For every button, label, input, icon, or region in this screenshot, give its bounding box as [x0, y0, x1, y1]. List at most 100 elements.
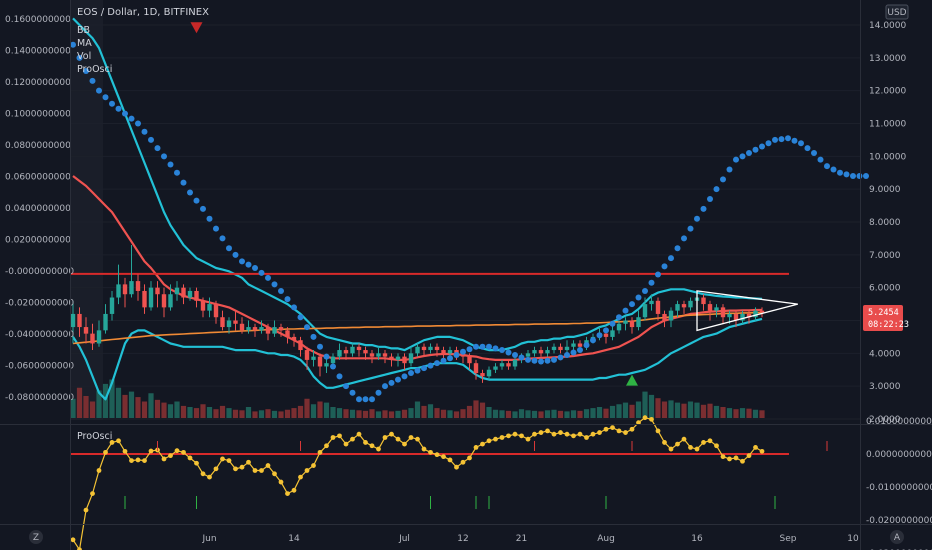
candle-body — [265, 327, 271, 334]
bottom-left-zoom-button[interactable]: Z — [29, 530, 43, 544]
currency-button[interactable]: USD — [885, 4, 909, 20]
volume-bar — [590, 408, 596, 418]
osci-pane-label: ProOsci — [77, 431, 112, 442]
left-axis-tick: 0.1600000000 — [5, 15, 71, 25]
candle-body — [324, 363, 329, 367]
right-price-tick: 7.0000 — [869, 251, 901, 261]
osci-axis-tick: 0.0000000000 — [866, 450, 932, 460]
osci-dot — [746, 453, 752, 459]
candle-body — [116, 284, 121, 298]
volume-bar — [434, 408, 440, 418]
candle-body — [629, 320, 635, 328]
volume-bar — [726, 408, 733, 418]
osci-dot — [545, 428, 550, 434]
volume-bar — [681, 403, 687, 418]
blue-dot — [616, 314, 622, 321]
osci-dot — [330, 435, 336, 440]
blue-dot-series — [70, 41, 869, 403]
volume-bar — [460, 409, 466, 418]
volume-bar — [278, 411, 284, 418]
volume-bar — [694, 402, 700, 418]
candle-body — [454, 350, 459, 354]
osci-dot — [714, 443, 719, 449]
osci-dot — [642, 415, 648, 421]
blue-dot — [518, 354, 525, 361]
blue-dot — [570, 349, 577, 356]
osci-dot — [252, 468, 258, 473]
volume-bar — [83, 396, 89, 418]
blue-dot — [661, 263, 668, 270]
candle-body — [681, 304, 687, 308]
volume-bar — [707, 403, 713, 418]
blue-dot — [148, 136, 154, 143]
candle-body — [428, 346, 433, 351]
volume-bar — [687, 401, 694, 418]
volume-bar — [271, 410, 278, 418]
left-axis-tick: -0.0800000000 — [5, 393, 74, 403]
blue-dot — [733, 156, 739, 163]
volume-bar — [252, 411, 258, 418]
osci-dot — [447, 457, 453, 463]
left-axis-tick: -0.0400000000 — [5, 330, 74, 340]
osci-dot — [265, 463, 271, 468]
volume-bar — [226, 408, 232, 418]
candle-body — [421, 346, 427, 351]
volume-bar — [297, 405, 304, 418]
osci-dot — [168, 453, 173, 459]
volume-bar — [369, 409, 375, 418]
blue-dot — [473, 343, 479, 350]
volume-bar — [538, 411, 544, 418]
volume-bar — [382, 410, 388, 418]
candle-body — [720, 307, 726, 318]
blue-dot — [291, 304, 297, 311]
legend-proosci[interactable]: ProOsci — [77, 64, 112, 75]
candle-body — [655, 300, 661, 314]
right-price-tick: 9.0000 — [869, 185, 901, 195]
legend-bb[interactable]: BB — [77, 25, 90, 36]
volume-bar — [167, 404, 174, 418]
blue-dot — [89, 77, 96, 84]
candle-body — [259, 327, 264, 331]
volume-bar — [408, 408, 414, 418]
volume-bar — [141, 401, 148, 418]
candle-body — [525, 353, 531, 357]
blue-dot — [609, 320, 616, 327]
osci-dot — [356, 431, 362, 437]
blue-dot — [603, 327, 609, 334]
candle-body — [480, 373, 485, 377]
bottom-right-auto-button[interactable]: A — [890, 530, 904, 544]
osci-dot — [577, 431, 583, 437]
candle-body — [415, 346, 420, 354]
blue-dot — [187, 189, 193, 196]
volume-bar — [577, 410, 583, 418]
volume-bar — [213, 409, 219, 418]
price-badge: 5.2454 08:22:23 — [863, 305, 909, 331]
volume-bar — [349, 409, 356, 418]
osci-dot — [525, 436, 531, 442]
osci-dot — [623, 430, 628, 435]
osci-dot — [395, 436, 401, 442]
legend-ma[interactable]: MA — [77, 38, 92, 49]
blue-dot — [232, 251, 239, 258]
candle-body — [499, 363, 505, 367]
volume-bar — [310, 404, 317, 418]
candle-body — [389, 356, 394, 360]
volume-bar — [557, 410, 564, 418]
volume-bar — [421, 405, 427, 418]
blue-dot — [109, 100, 115, 107]
blue-dot — [648, 279, 655, 286]
candle-body — [623, 320, 628, 324]
legend-vol[interactable]: Vol — [77, 51, 91, 62]
osci-dot — [382, 435, 388, 440]
candle-body — [395, 356, 401, 360]
volume-bar — [414, 401, 421, 418]
candle-body — [668, 310, 674, 321]
candle-body — [278, 327, 284, 331]
candle-body — [571, 343, 576, 347]
left-axis-tick: 0.1000000000 — [5, 110, 71, 120]
overlay-annotations — [190, 22, 798, 386]
blue-dot — [408, 370, 414, 377]
axes: 2.00003.00004.00005.00006.00007.00008.00… — [5, 15, 932, 550]
